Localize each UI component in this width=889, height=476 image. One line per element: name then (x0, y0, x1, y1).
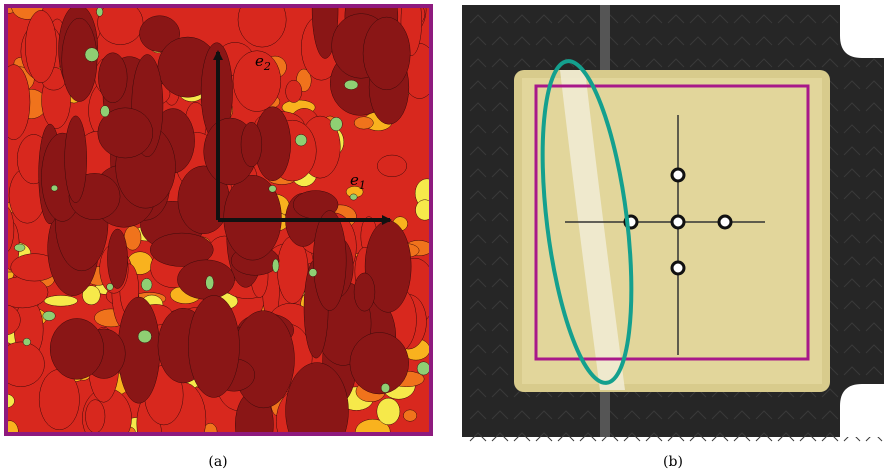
figure: e2 e1 (a) (b) (0, 0, 889, 476)
specimen-photo (462, 5, 884, 441)
panel-caption: (b) (663, 454, 683, 470)
panel-caption: (a) (208, 454, 227, 470)
